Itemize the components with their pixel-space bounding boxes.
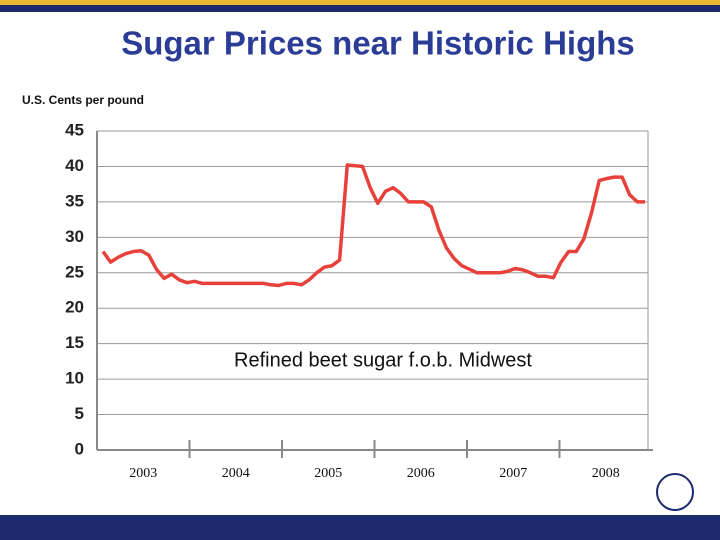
- y-tick-label: 40: [65, 156, 84, 175]
- bottom-bar: [0, 515, 720, 540]
- line-series: [101, 163, 645, 288]
- chart-title: Sugar Prices near Historic Highs: [121, 25, 635, 62]
- y-tick-label: 15: [65, 333, 84, 352]
- x-tick-label: 2003: [129, 466, 157, 481]
- x-tick-label: 2006: [407, 466, 435, 481]
- y-tick-label: 30: [65, 227, 84, 246]
- y-tick-label: 5: [75, 404, 84, 423]
- x-tick-label: 2008: [592, 466, 620, 481]
- y-tick-label: 45: [65, 120, 84, 139]
- y-tick-label: 0: [75, 439, 84, 458]
- logo: [656, 473, 694, 511]
- y-tick-label: 20: [65, 298, 84, 317]
- top-stripe: [0, 0, 720, 5]
- y-tick-label: 10: [65, 369, 84, 388]
- x-tick-label: 2004: [222, 466, 250, 481]
- subtitle: U.S. Cents per pound: [22, 93, 144, 107]
- y-tick-label: 25: [65, 262, 84, 281]
- top-bar: [0, 5, 720, 12]
- annotation: Refined beet sugar f.o.b. Midwest: [234, 349, 532, 371]
- x-tick-label: 2005: [314, 466, 342, 481]
- logo-area: [632, 470, 718, 514]
- y-tick-label: 35: [65, 191, 84, 210]
- x-tick-label: 2007: [499, 466, 527, 481]
